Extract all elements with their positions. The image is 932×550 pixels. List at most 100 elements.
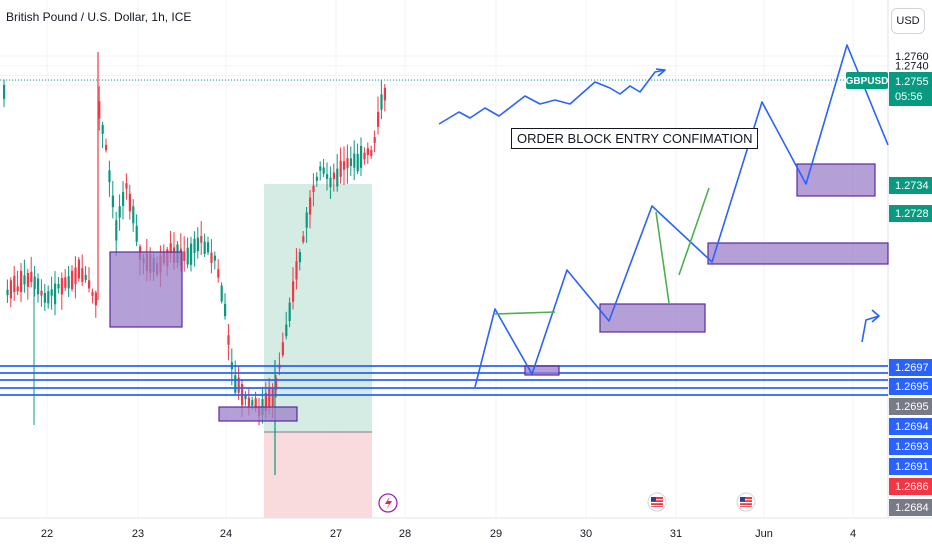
candle-body	[383, 87, 386, 101]
candle-body	[220, 285, 223, 302]
candle-body	[84, 274, 87, 280]
projection-path-main[interactable]	[474, 44, 889, 388]
candle-body	[108, 170, 111, 183]
price-badge[interactable]	[889, 478, 932, 495]
candle-body	[20, 270, 23, 293]
candle-body	[132, 206, 135, 224]
candle-body	[292, 281, 295, 302]
price-badge[interactable]	[889, 359, 932, 376]
current-price-value: 1.2755	[895, 76, 929, 88]
projection-arrow-right[interactable]	[861, 315, 880, 343]
candle-body	[64, 277, 67, 288]
candle-body	[23, 275, 26, 285]
price-badge-label: 1.2695	[895, 381, 929, 393]
candle-body	[57, 283, 60, 289]
currency-selector[interactable]: USD	[891, 8, 925, 34]
long-position-profit-zone[interactable]	[264, 184, 372, 432]
trend-line-green[interactable]	[678, 187, 710, 276]
candle-body	[247, 397, 250, 407]
trend-line-green[interactable]	[655, 211, 670, 304]
price-badge[interactable]	[889, 499, 932, 516]
candle-body	[373, 137, 376, 143]
candle-body	[360, 145, 363, 168]
candle-body	[271, 388, 274, 407]
candle-body	[91, 291, 94, 296]
order-block-zone[interactable]	[796, 163, 876, 197]
price-badge[interactable]	[889, 438, 932, 455]
candle-body	[60, 278, 63, 295]
price-badge[interactable]	[889, 418, 932, 435]
price-badge-label: 1.2728	[895, 208, 929, 220]
price-badge-label: 1.2697	[895, 362, 929, 374]
order-block-zone[interactable]	[524, 365, 560, 376]
candle-body	[186, 247, 189, 265]
price-badge-label: 1.2693	[895, 441, 929, 453]
candle-body	[47, 291, 50, 304]
time-axis-label: 4	[850, 528, 856, 540]
time-axis-label: 28	[399, 528, 411, 540]
candle-body	[26, 272, 29, 287]
candle-body	[190, 243, 193, 265]
candle-body	[16, 286, 19, 292]
candle-body	[105, 144, 108, 151]
time-axis-label: 30	[580, 528, 592, 540]
price-axis-tick: 1.2740	[895, 61, 929, 73]
price-badge[interactable]	[889, 205, 932, 222]
time-axis-label: 27	[330, 528, 342, 540]
candle-body	[377, 111, 380, 127]
candle-body	[193, 238, 196, 253]
candle-body	[122, 192, 125, 206]
symbol-title[interactable]: British Pound / U.S. Dollar, 1h, ICE	[6, 10, 192, 24]
price-badge-label: 1.2684	[895, 502, 929, 514]
price-badge-label: 1.2694	[895, 421, 929, 433]
candle-body	[234, 375, 237, 393]
price-badge[interactable]	[889, 177, 932, 194]
candle-body	[251, 400, 254, 406]
us-flag-event-icon[interactable]	[736, 492, 756, 512]
candle-body	[305, 212, 308, 228]
candle-body	[213, 255, 216, 261]
us-flag-event-icon[interactable]	[647, 492, 667, 512]
candle-body	[50, 289, 53, 296]
candle-body	[336, 168, 339, 187]
candle-body	[6, 289, 9, 296]
projection-path-top[interactable]	[438, 69, 666, 125]
candle-body	[125, 183, 128, 189]
candle-body	[227, 335, 230, 345]
time-axis-label: 23	[132, 528, 144, 540]
candle-body	[332, 172, 335, 179]
time-axis-label: 24	[220, 528, 232, 540]
ticker-tag[interactable]	[846, 72, 888, 89]
candle-body	[101, 125, 104, 134]
price-axis-tick: 1.2760	[895, 51, 929, 63]
arrow-head[interactable]	[655, 68, 666, 77]
current-price-badge[interactable]	[889, 72, 932, 106]
order-block-zone[interactable]	[218, 406, 298, 422]
order-block-zone[interactable]	[109, 251, 183, 328]
arrow-head[interactable]	[871, 309, 880, 323]
price-badge[interactable]	[889, 398, 932, 415]
price-badge-label: 1.2686	[895, 481, 929, 493]
order-block-zone[interactable]	[599, 303, 706, 333]
price-badge-label: 1.2695	[895, 401, 929, 413]
candle-body	[295, 261, 298, 280]
candle-body	[380, 94, 383, 110]
candle-body	[363, 152, 366, 160]
candle-body	[196, 237, 199, 252]
annotation-text-box[interactable]: ORDER BLOCK ENTRY CONFIMATION	[511, 128, 759, 149]
candle-body	[343, 161, 346, 170]
candle-body	[210, 252, 213, 263]
candle-body	[353, 153, 356, 168]
trend-line-green[interactable]	[494, 311, 556, 315]
candle-body	[71, 270, 74, 290]
price-badge[interactable]	[889, 458, 932, 475]
long-position-loss-zone[interactable]	[264, 432, 372, 518]
price-badge[interactable]	[889, 378, 932, 395]
order-block-zone[interactable]	[707, 242, 889, 265]
candle-body	[356, 153, 359, 172]
candle-body	[217, 269, 220, 278]
candle-body	[329, 177, 332, 188]
candle-body	[111, 195, 114, 208]
